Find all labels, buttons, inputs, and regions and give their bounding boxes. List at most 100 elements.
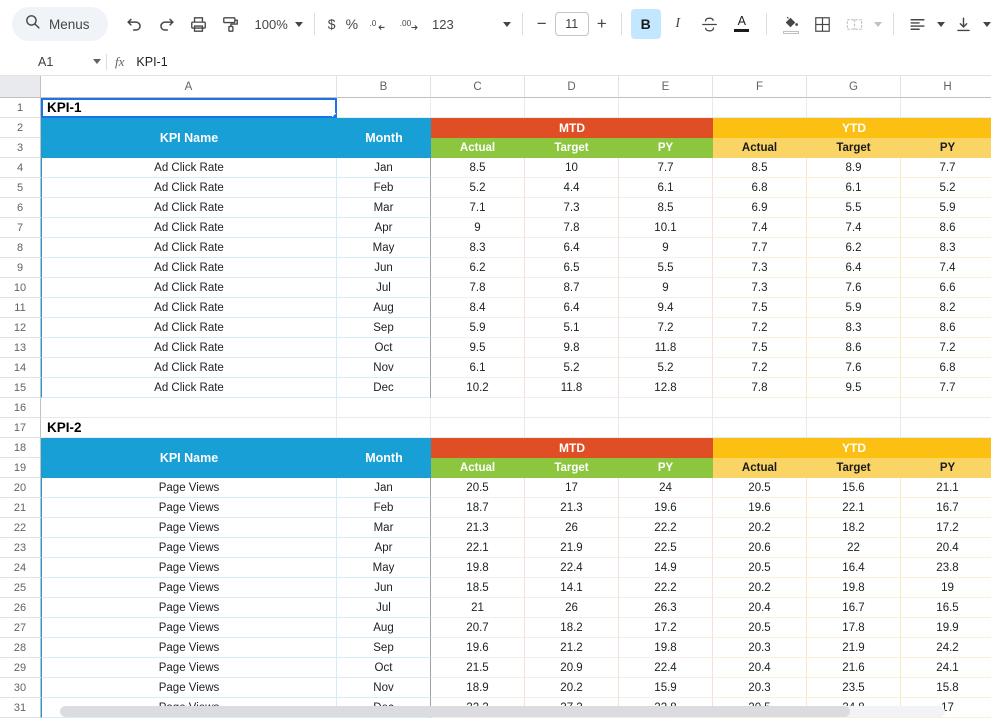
- cell-month[interactable]: Oct: [337, 658, 431, 678]
- cell-value[interactable]: 21.2: [525, 638, 619, 658]
- cell-value[interactable]: 6.4: [525, 238, 619, 258]
- undo-icon[interactable]: [120, 9, 150, 39]
- cell-month[interactable]: Mar: [337, 198, 431, 218]
- cell-value[interactable]: 7.7: [619, 158, 713, 178]
- cell-value[interactable]: 18.9: [431, 678, 525, 698]
- cell[interactable]: [525, 398, 619, 418]
- row-header-3[interactable]: 3: [0, 138, 41, 158]
- cell[interactable]: [619, 418, 713, 438]
- cell-value[interactable]: 8.3: [901, 238, 991, 258]
- cell-value[interactable]: 19.6: [619, 498, 713, 518]
- cell[interactable]: [807, 418, 901, 438]
- cell-value[interactable]: 20.5: [713, 478, 807, 498]
- currency-format-button[interactable]: $: [327, 16, 336, 32]
- row-header-28[interactable]: 28: [0, 638, 41, 658]
- cell-value[interactable]: 20.5: [713, 558, 807, 578]
- cell-month[interactable]: Jun: [337, 258, 431, 278]
- cell-kpi-name[interactable]: Ad Click Rate: [41, 358, 337, 378]
- column-header-E[interactable]: E: [619, 76, 713, 98]
- cell-value[interactable]: 7.4: [901, 258, 991, 278]
- merge-cells-icon[interactable]: [840, 9, 870, 39]
- cell-value[interactable]: 11.8: [619, 338, 713, 358]
- cell-month[interactable]: Feb: [337, 178, 431, 198]
- cell-value[interactable]: 20.5: [431, 478, 525, 498]
- cell-value[interactable]: 21.5: [431, 658, 525, 678]
- cell-kpi-name[interactable]: Ad Click Rate: [41, 238, 337, 258]
- row-header-24[interactable]: 24: [0, 558, 41, 578]
- cell-kpi-name[interactable]: Ad Click Rate: [41, 158, 337, 178]
- cell-value[interactable]: 18.5: [431, 578, 525, 598]
- cell-kpi-name[interactable]: Page Views: [41, 478, 337, 498]
- cell-value[interactable]: 22.2: [619, 518, 713, 538]
- cell-kpi-name[interactable]: Ad Click Rate: [41, 218, 337, 238]
- row-header-11[interactable]: 11: [0, 298, 41, 318]
- menus-button[interactable]: Menus: [12, 7, 108, 41]
- cell-value[interactable]: 21: [431, 598, 525, 618]
- cell-value[interactable]: 15.6: [807, 478, 901, 498]
- horizontal-scrollbar[interactable]: [60, 706, 945, 717]
- cell-value[interactable]: 20.4: [713, 598, 807, 618]
- subheader-mtd-py[interactable]: PY: [619, 458, 713, 478]
- cell-value[interactable]: 24.1: [901, 658, 991, 678]
- select-all-corner[interactable]: [0, 76, 41, 98]
- cell-value[interactable]: 16.7: [901, 498, 991, 518]
- cell[interactable]: [619, 398, 713, 418]
- cell-value[interactable]: 21.6: [807, 658, 901, 678]
- font-size-input[interactable]: 11: [554, 12, 589, 36]
- cell-value[interactable]: 11.8: [525, 378, 619, 398]
- cell-value[interactable]: 5.9: [431, 318, 525, 338]
- cell-value[interactable]: 7.1: [431, 198, 525, 218]
- cell-month[interactable]: Nov: [337, 678, 431, 698]
- cell-value[interactable]: 7.3: [713, 278, 807, 298]
- cell-value[interactable]: 8.2: [901, 298, 991, 318]
- cell[interactable]: [337, 418, 431, 438]
- table-title-cell[interactable]: KPI-1: [41, 98, 337, 118]
- row-header-18[interactable]: 18: [0, 438, 41, 458]
- borders-icon[interactable]: [808, 9, 838, 39]
- bold-button[interactable]: B: [630, 9, 661, 39]
- increase-font-size-button[interactable]: +: [596, 14, 607, 33]
- row-header-6[interactable]: 6: [0, 198, 41, 218]
- redo-icon[interactable]: [152, 9, 182, 39]
- cell-value[interactable]: 7.5: [713, 338, 807, 358]
- cell[interactable]: [713, 398, 807, 418]
- formula-input[interactable]: KPI-1: [136, 54, 168, 69]
- row-header-10[interactable]: 10: [0, 278, 41, 298]
- cell-value[interactable]: 5.9: [901, 198, 991, 218]
- cell-value[interactable]: 20.2: [713, 578, 807, 598]
- cell-value[interactable]: 17: [525, 478, 619, 498]
- column-header-A[interactable]: A: [41, 76, 337, 98]
- cell-month[interactable]: Apr: [337, 218, 431, 238]
- column-header-F[interactable]: F: [713, 76, 807, 98]
- cell-value[interactable]: 9.5: [807, 378, 901, 398]
- cell[interactable]: [337, 398, 431, 418]
- cell-value[interactable]: 8.6: [901, 318, 991, 338]
- cell-month[interactable]: Aug: [337, 298, 431, 318]
- row-header-14[interactable]: 14: [0, 358, 41, 378]
- cell-kpi-name[interactable]: Ad Click Rate: [41, 258, 337, 278]
- cell-month[interactable]: Feb: [337, 498, 431, 518]
- cell-value[interactable]: 6.8: [901, 358, 991, 378]
- row-header-2[interactable]: 2: [0, 118, 41, 138]
- cell-value[interactable]: 26.3: [619, 598, 713, 618]
- subheader-ytd-actual[interactable]: Actual: [713, 458, 807, 478]
- cell-value[interactable]: 19.6: [713, 498, 807, 518]
- scrollbar-thumb[interactable]: [60, 706, 850, 717]
- cell-value[interactable]: 8.6: [901, 218, 991, 238]
- cell-value[interactable]: 26: [525, 518, 619, 538]
- row-header-4[interactable]: 4: [0, 158, 41, 178]
- cell-value[interactable]: 19.8: [619, 638, 713, 658]
- cell-value[interactable]: 22.4: [525, 558, 619, 578]
- cell-value[interactable]: 5.2: [431, 178, 525, 198]
- cell-kpi-name[interactable]: Ad Click Rate: [41, 198, 337, 218]
- cell-value[interactable]: 8.5: [713, 158, 807, 178]
- cell-value[interactable]: 23.8: [901, 558, 991, 578]
- print-icon[interactable]: [184, 9, 214, 39]
- cell-value[interactable]: 6.1: [807, 178, 901, 198]
- cell-month[interactable]: May: [337, 558, 431, 578]
- column-header-H[interactable]: H: [901, 76, 991, 98]
- cell-value[interactable]: 9.4: [619, 298, 713, 318]
- cell-value[interactable]: 8.5: [431, 158, 525, 178]
- more-formats-button[interactable]: 123: [432, 16, 454, 32]
- cell[interactable]: [337, 98, 431, 118]
